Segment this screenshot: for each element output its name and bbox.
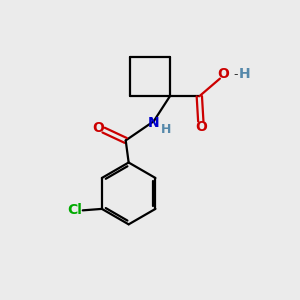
Text: O: O bbox=[195, 120, 207, 134]
Text: H: H bbox=[161, 123, 171, 136]
Text: N: N bbox=[148, 116, 160, 130]
Text: O: O bbox=[92, 121, 104, 135]
Text: -: - bbox=[234, 68, 238, 81]
Text: Cl: Cl bbox=[67, 203, 82, 218]
Text: H: H bbox=[238, 67, 250, 81]
Text: O: O bbox=[218, 67, 230, 81]
